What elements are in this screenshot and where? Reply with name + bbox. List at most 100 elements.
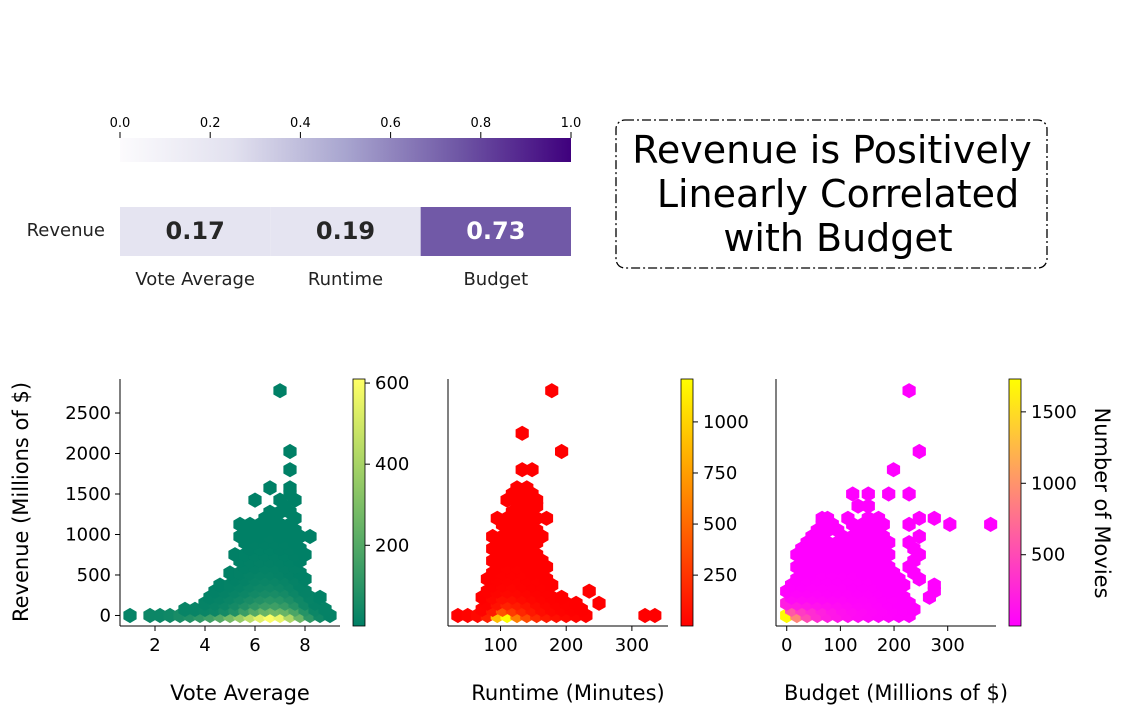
hex-cell — [886, 462, 901, 478]
x-tick-label: 0 — [781, 635, 792, 656]
hexbin-cells — [780, 383, 998, 624]
hex-cell — [318, 601, 332, 617]
headline-box: Revenue is Positively Linearly Correlate… — [615, 119, 1048, 269]
y-tick-label: 0 — [100, 605, 111, 626]
colorbar-tick-label: 250 — [703, 565, 737, 586]
corr-colorbar-tick-label: 0.8 — [470, 116, 491, 131]
hex-cell — [223, 565, 237, 581]
hexbin-colorbar: 250 500 750 1000 — [680, 378, 749, 627]
hex-cell — [273, 383, 287, 399]
corr-value-label: 0.17 — [166, 217, 225, 245]
hex-cell — [248, 492, 262, 508]
corr-colorbar-tick-label: 0.2 — [200, 116, 221, 131]
hex-cell — [912, 528, 926, 545]
hex-cell — [902, 535, 916, 551]
hex-cell — [263, 504, 277, 520]
hex-cell — [851, 498, 865, 514]
headline-line-3: with Budget — [723, 216, 952, 260]
hex-cell — [525, 462, 539, 478]
hex-cell — [303, 528, 317, 545]
x-tick-label: 100 — [483, 635, 517, 656]
correlation-colorbar: 0.0 0.2 0.4 0.6 0.8 1.0 — [110, 116, 582, 162]
hex-cell — [520, 480, 534, 496]
x-tick-label: 4 — [199, 635, 210, 656]
hex-cell — [228, 547, 242, 563]
y-tick-label: 500 — [77, 565, 111, 586]
colorbar-label: Number of Movies — [1090, 407, 1114, 598]
colorbar-tick-label: 1500 — [1031, 402, 1077, 423]
x-axis-label: Budget (Millions of $) — [784, 681, 1008, 705]
hexbin-budget: 0 100 200 300 Budget (Millions of $) 500 1000 1… — [775, 378, 1114, 705]
colorbar-tick-label: 400 — [375, 454, 409, 475]
hex-cell — [820, 510, 835, 526]
corr-value-label: 0.19 — [316, 217, 375, 245]
headline-line-1: Revenue is Positively — [632, 128, 1032, 172]
hex-cell — [545, 383, 559, 399]
hex-cell — [555, 589, 569, 605]
hex-cell — [902, 516, 916, 532]
hex-cell — [555, 443, 569, 460]
hexbin-vote-average: 2 4 6 8 0 500 1000 1500 2000 2500 Vote Average Reve… — [9, 373, 409, 705]
corr-cell — [420, 207, 571, 256]
corr-colorbar-tick-label: 0.4 — [290, 116, 311, 131]
hex-cell — [569, 595, 583, 611]
colorbar-tick-label: 500 — [703, 514, 737, 535]
hex-cell — [123, 607, 137, 624]
hexbin-cells — [451, 383, 662, 624]
hex-cell — [243, 516, 257, 532]
x-tick-label: 300 — [931, 635, 965, 656]
colorbar-gradient — [1008, 378, 1022, 627]
corr-cell — [120, 207, 271, 256]
y-axis-label: Revenue (Millions of $) — [9, 382, 33, 622]
hex-cell — [861, 510, 875, 526]
x-tick-label: 200 — [549, 635, 583, 656]
x-axis-label: Runtime (Minutes) — [471, 681, 664, 705]
correlation-row-label: Revenue — [27, 220, 105, 241]
hex-cell — [178, 601, 192, 617]
hex-cell — [927, 577, 941, 593]
correlation-colorbar-gradient — [120, 138, 571, 162]
colorbar-tick-label: 750 — [703, 463, 737, 484]
hex-cell — [927, 510, 941, 526]
x-tick-label: 100 — [823, 635, 857, 656]
colorbar-tick-label: 1000 — [1031, 473, 1077, 494]
hex-cell — [943, 516, 957, 532]
hex-cell — [539, 510, 554, 526]
hex-cell — [283, 480, 297, 496]
hex-cell — [313, 589, 327, 605]
hex-cell — [153, 607, 167, 624]
hex-cell — [912, 510, 926, 526]
hex-cell — [163, 607, 177, 624]
corr-cell — [270, 207, 421, 256]
colorbar-tick-label: 200 — [375, 535, 409, 556]
headline-frame — [615, 119, 1048, 269]
x-tick-label: 2 — [149, 635, 160, 656]
hex-cell — [143, 607, 157, 624]
hex-cell — [871, 510, 886, 526]
hex-cell — [912, 443, 926, 460]
hex-cell — [188, 601, 202, 617]
hexbin-colorbar: 200 400 600 — [352, 373, 409, 627]
hex-cell — [841, 510, 855, 526]
x-tick-label: 6 — [249, 635, 260, 656]
hex-cell — [882, 486, 896, 502]
headline-line-2: Linearly Correlated — [657, 172, 1019, 216]
hex-cell — [846, 486, 860, 502]
colorbar-tick-label: 1000 — [703, 412, 749, 433]
corr-colorbar-tick-label: 1.0 — [561, 116, 582, 131]
hex-cell — [902, 383, 916, 399]
hex-cell — [861, 486, 875, 502]
x-tick-label: 8 — [299, 635, 310, 656]
hex-cell — [648, 607, 662, 624]
colorbar-tick-label: 500 — [1031, 545, 1065, 566]
hexbin-runtime: 100 200 300 Runtime (Minutes) 250 500 750 1000 — [447, 378, 749, 705]
hex-cell — [902, 486, 916, 502]
hex-cell — [984, 516, 998, 532]
hex-cell — [263, 480, 277, 496]
hexbin-colorbar: 500 1000 1500 Number of Movies — [1008, 378, 1114, 627]
colorbar-tick-label: 600 — [375, 373, 409, 394]
x-tick-label: 200 — [877, 635, 911, 656]
hex-cell — [273, 492, 287, 508]
corr-value-label: 0.73 — [466, 217, 525, 245]
